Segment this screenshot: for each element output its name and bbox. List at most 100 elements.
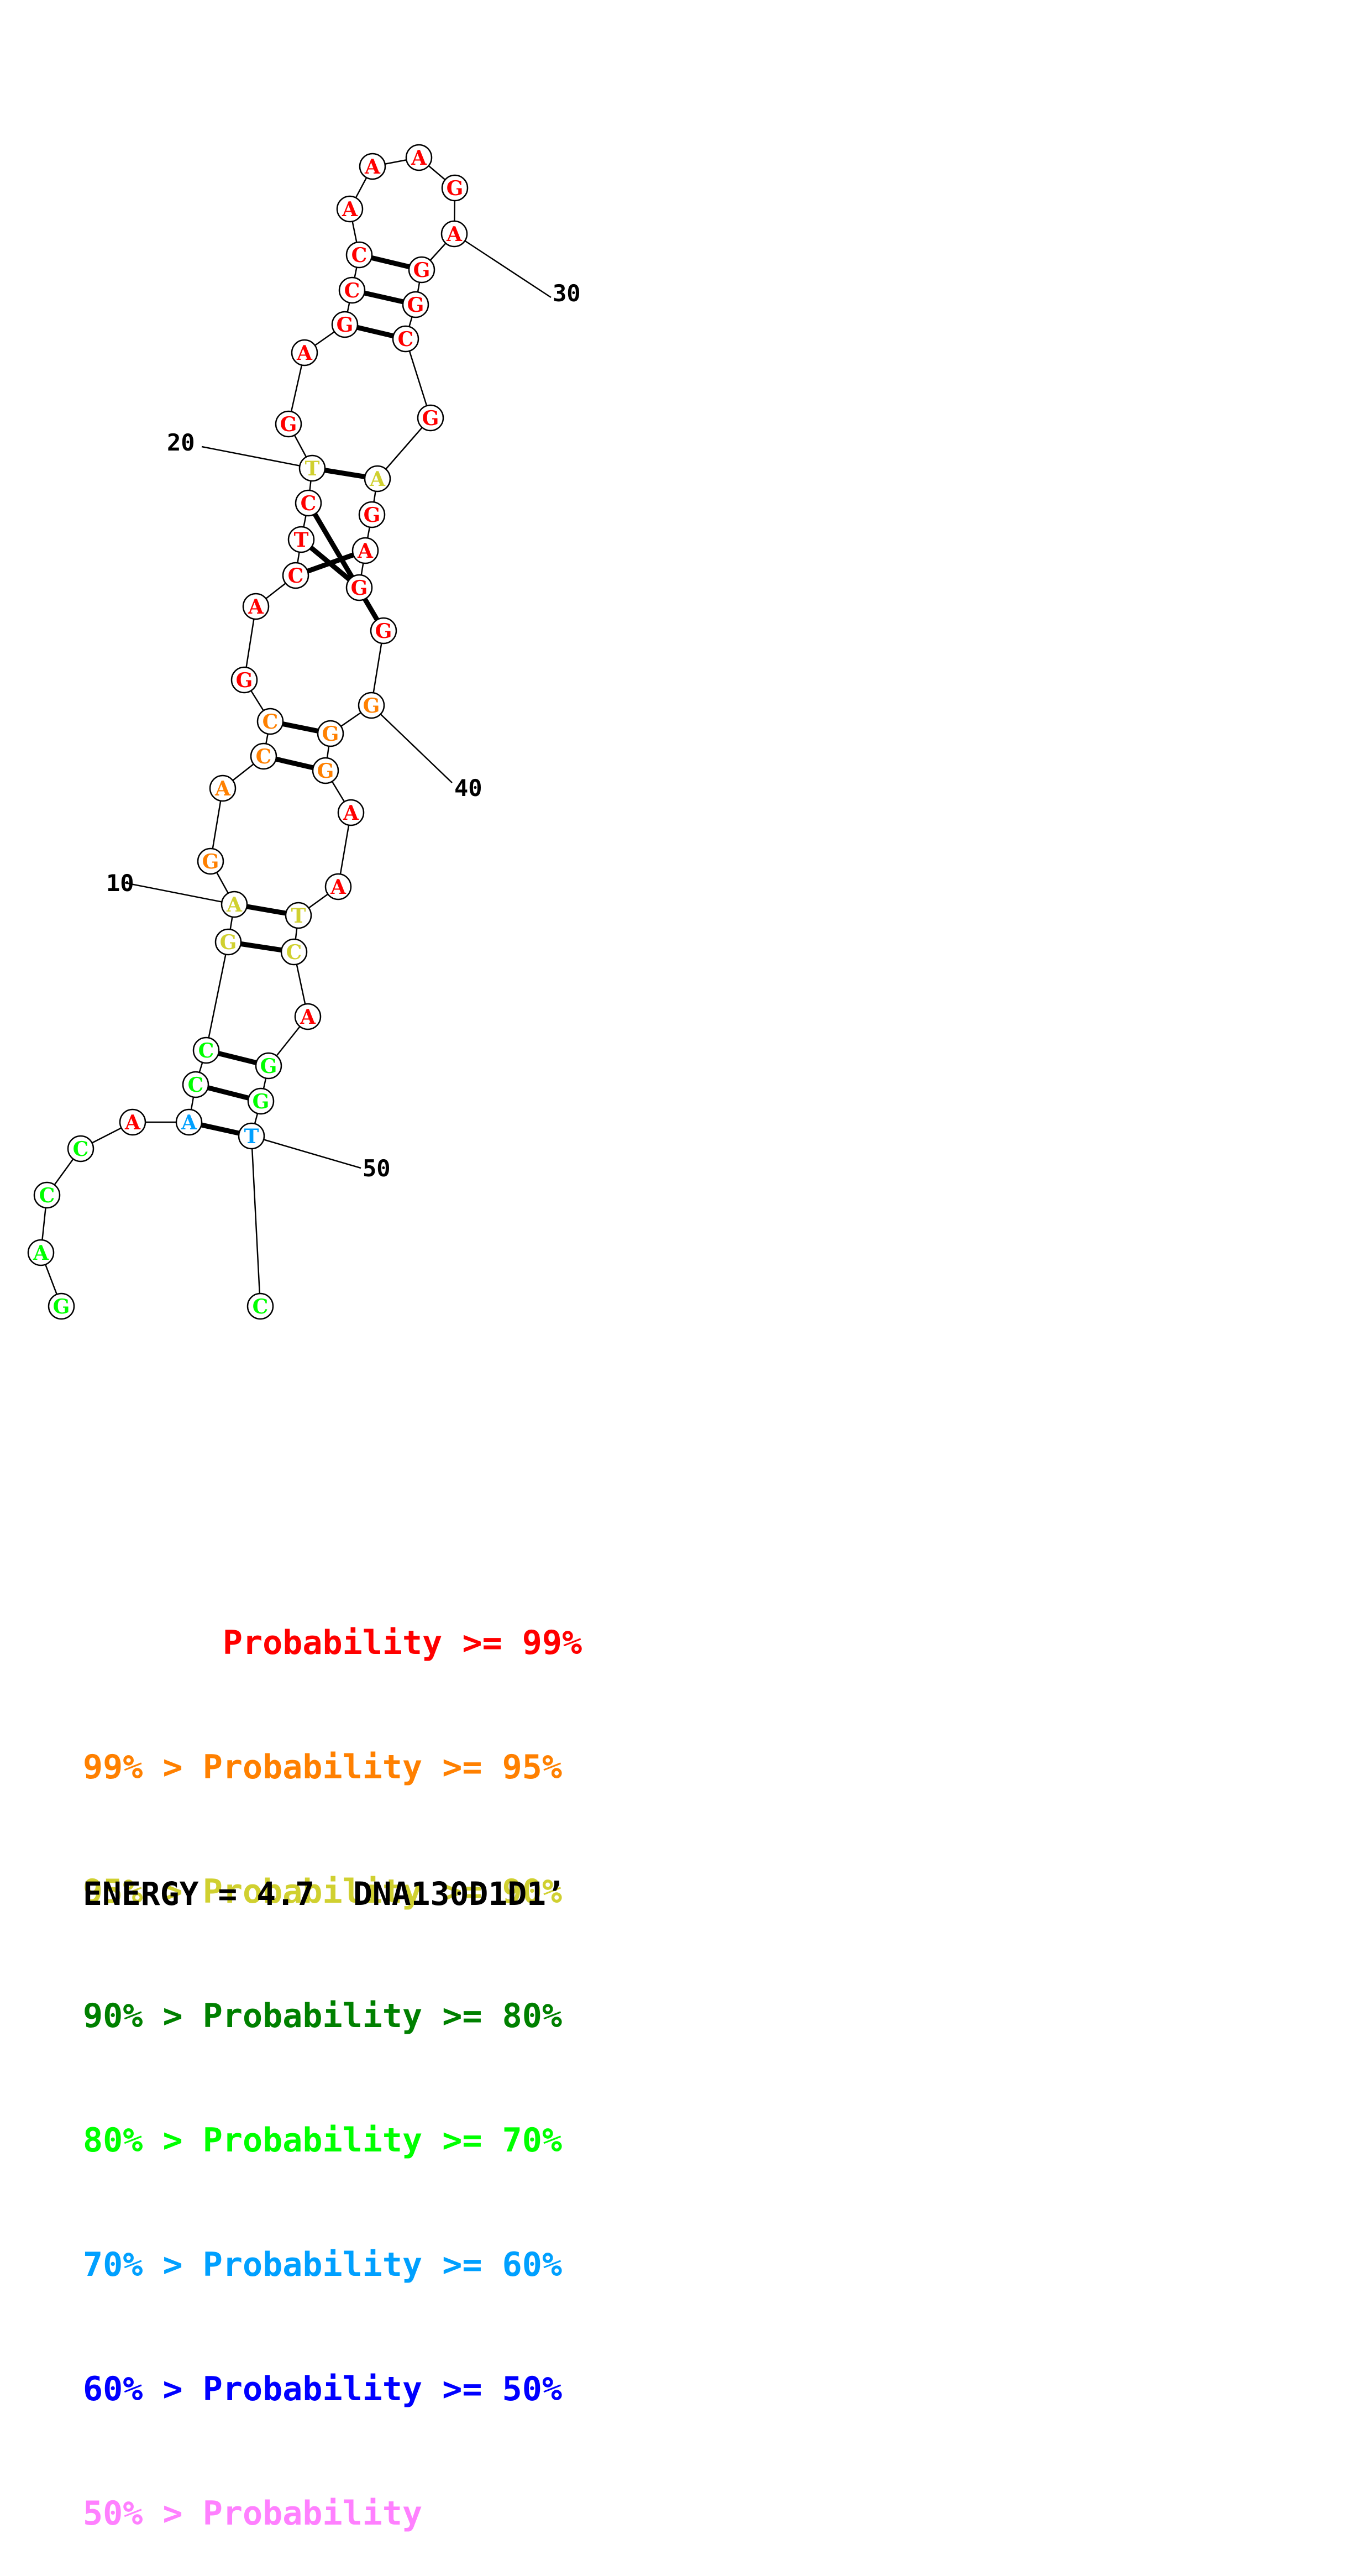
nucleotide-circle <box>408 256 435 284</box>
position-labels: 10 20 30 40 50 <box>106 280 581 1182</box>
nucleotide-circle <box>280 938 308 966</box>
energy-and-structure-name: ENERGY = 4.7 DNA130D1D1’ <box>83 1875 565 1913</box>
nucleotide-26: A <box>336 195 364 223</box>
position-label-30: 30 <box>553 280 581 307</box>
nucleotide-34: G <box>417 404 444 432</box>
nucleotide-35: A <box>364 465 391 493</box>
nucleotide-circle <box>275 410 302 438</box>
nucleotide-48: G <box>255 1052 282 1080</box>
nucleotide-base: A <box>300 1006 316 1029</box>
nucleotide-10: A <box>221 891 248 918</box>
nucleotide-circle <box>417 404 444 432</box>
nucleotide-base: A <box>342 198 358 221</box>
nucleotide-base: G <box>53 1295 70 1318</box>
nucleotide-base: A <box>214 777 231 800</box>
position-label-40: 40 <box>454 774 482 802</box>
nucleotide-circle <box>246 1292 274 1320</box>
nucleotide-base: G <box>363 694 380 718</box>
base-pair-bond <box>306 501 386 632</box>
nucleotide-16: A <box>242 593 270 620</box>
nucleotide-base: C <box>288 564 304 588</box>
nucleotide-circle <box>402 291 429 318</box>
legend-entry: 60% > Probability >= 50% <box>83 2370 562 2409</box>
nucleotide-circle <box>33 1181 61 1209</box>
position-tick <box>251 1135 361 1169</box>
nucleotide-circle <box>358 501 386 528</box>
nucleotide-base: T <box>305 457 320 480</box>
position-tick <box>371 705 453 783</box>
nucleotide-circle <box>175 1108 203 1136</box>
nucleotide-base: A <box>330 876 347 899</box>
nucleotide-46: C <box>280 938 308 966</box>
nucleotide-43: A <box>337 799 365 826</box>
nucleotide-base: A <box>33 1242 49 1265</box>
position-tick-lines <box>124 233 552 1169</box>
nucleotide-base: C <box>39 1184 55 1207</box>
backbone-segment <box>250 1135 261 1307</box>
nucleotide-base: C <box>73 1138 89 1161</box>
nucleotide-base: A <box>369 468 386 491</box>
nucleotide-33: C <box>392 325 419 353</box>
nucleotide-base: A <box>226 893 243 917</box>
nucleotide-22: A <box>291 339 318 366</box>
legend-entry: 70% > Probability >= 60% <box>83 2245 562 2284</box>
nucleotide-49: G <box>247 1087 275 1115</box>
nucleotide-base: C <box>344 279 360 302</box>
nucleotide-circle <box>440 220 468 248</box>
nucleotide-base: G <box>447 177 464 200</box>
nucleotide-20: T <box>298 454 326 482</box>
nucleotide-11: G <box>197 847 224 875</box>
nucleotide-15: G <box>230 666 258 694</box>
nucleotide-circle <box>247 1087 275 1115</box>
nucleotide-base: A <box>181 1111 197 1134</box>
nucleotide-base: C <box>351 244 368 267</box>
nucleotide-base: G <box>413 259 431 282</box>
legend-entry: 90% > Probability >= 80% <box>83 1997 562 2035</box>
legend-entry: 99% > Probability >= 95% <box>83 1748 562 1787</box>
nucleotide-base: C <box>286 941 302 964</box>
backbone-segment <box>405 338 432 418</box>
nucleotide-base: A <box>446 223 463 246</box>
nucleotide-base: G <box>260 1055 277 1078</box>
nucleotide-42: G <box>312 757 339 784</box>
nucleotide-7: C <box>182 1071 209 1098</box>
nucleotide-47: A <box>294 1003 322 1030</box>
nucleotide-base: G <box>375 620 392 643</box>
position-label-50: 50 <box>363 1155 391 1182</box>
nucleotide-circle <box>48 1292 75 1320</box>
nucleotide-circle <box>370 617 397 645</box>
nucleotide-base: C <box>398 328 414 351</box>
nucleotide-circle <box>337 799 365 826</box>
nucleotide-45: T <box>285 902 312 929</box>
nucleotide-base: G <box>422 407 439 430</box>
nucleotide-5: A <box>119 1108 146 1136</box>
nucleotide-14: C <box>256 708 284 735</box>
nucleotide-32: G <box>402 291 429 318</box>
nucleotide-base: A <box>343 802 359 825</box>
nucleotide-base: A <box>411 146 427 170</box>
nucleotide-circle <box>238 1122 265 1150</box>
legend-entry: Probability >= 99% <box>83 1624 582 1662</box>
nucleotide-circle <box>67 1135 95 1163</box>
nucleotide-51: C <box>246 1292 274 1320</box>
nucleotide-circle <box>359 153 386 180</box>
nucleotide-circle <box>324 873 352 900</box>
nucleotide-circle <box>255 1052 282 1080</box>
nucleotide-37: A <box>351 537 379 564</box>
nucleotide-circle <box>345 241 373 269</box>
nucleotide-28: A <box>405 144 433 171</box>
nucleotide-circle <box>287 526 315 553</box>
nucleotide-circle <box>250 742 277 770</box>
nucleotide-base: C <box>263 710 279 734</box>
legend-entry: 50% > Probability <box>83 2494 423 2533</box>
nucleotide-8: C <box>192 1036 220 1064</box>
nucleotide-circle <box>331 311 359 338</box>
nucleotide-circle <box>242 593 270 620</box>
nucleotide-30: A <box>440 220 468 248</box>
nucleotide-41: G <box>317 720 344 747</box>
nucleotide-40: G <box>358 692 385 719</box>
nucleotide-circle <box>295 489 322 517</box>
nucleotide-base: C <box>188 1074 204 1097</box>
nucleotide-base: G <box>220 931 237 954</box>
nucleotide-circle <box>282 562 309 589</box>
